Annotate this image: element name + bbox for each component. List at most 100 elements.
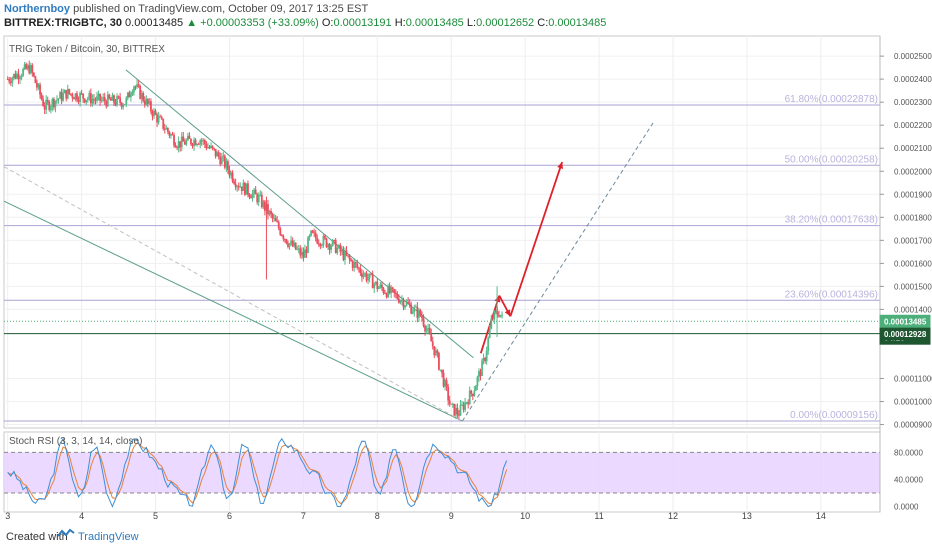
candle-body [193,139,195,147]
candle-body [183,141,186,145]
candle-body [353,262,356,268]
candle-body [8,79,11,82]
candle-body [197,144,200,145]
candle-body [354,262,357,264]
candle-body [28,65,31,74]
candle-body [97,93,100,97]
candle-body [126,92,129,99]
stoch-d-line [7,442,508,505]
publish-info: published on TradingView.com, October 09… [73,3,369,15]
candle-body [228,169,231,176]
candle-body [282,235,285,240]
candle-body [299,248,302,256]
candle-body [348,255,351,260]
low-label: L: [466,17,477,29]
candle-body [330,245,333,250]
trendline-lower [3,200,463,422]
candle-body [217,152,220,157]
candle-body [227,161,229,170]
candle-body [222,155,225,157]
candle-body [365,273,368,281]
candle-body [122,105,125,108]
candle-body [148,101,151,104]
candle-body [99,93,102,101]
candle-body [170,134,172,136]
candle-body [390,287,393,294]
x-tick-label: 5 [153,511,158,520]
price-tag-box [879,314,931,328]
candle-body [431,341,434,347]
candle-body [427,327,430,330]
symbol-label: BITTREX:TRIGBTC, 30 [4,17,122,29]
candle-body [140,93,143,99]
x-tick-label: 8 [375,511,380,520]
candle-body [223,155,226,168]
x-tick-label: 6 [227,511,232,520]
candle-body [74,93,77,100]
candle-body [371,274,374,289]
candle-body [433,346,436,356]
candle-body [106,94,109,107]
candle-body [399,300,402,303]
tradingview-brand[interactable]: TradingView [78,531,139,543]
candle-body [461,404,463,406]
candle-body [219,156,222,165]
candle-body [361,273,363,278]
last-price: 0.00013485 [125,17,184,29]
close-value: 0.00013485 [548,17,607,29]
candle-body [239,186,242,188]
candle-body [111,95,114,101]
candle-body [490,318,493,329]
candle-body [401,299,403,301]
trend-drawings [3,69,655,422]
candle-body [154,110,157,115]
candle-body [103,97,106,102]
candle-body [199,140,202,145]
candle-body [11,77,14,83]
candle-body [220,156,223,165]
candle-body [25,64,28,69]
candle-body [327,244,329,248]
candle-body [51,98,54,107]
x-tick-label: 12 [668,511,678,520]
candle-body [342,249,345,260]
candle-body [136,84,138,87]
candle-body [336,247,339,253]
candle-body [88,93,91,99]
candle-body [173,135,175,146]
candle-body [287,243,289,247]
candle-body [166,127,169,132]
tradingview-logo-icon[interactable] [57,528,75,540]
candle-body [422,318,425,326]
candle-body [250,196,252,199]
candle-body [468,390,471,405]
candle-body [441,369,443,373]
chart-header: Northernboy published on TradingView.com… [0,0,932,32]
candle-body [405,301,408,306]
candle-body [157,116,160,123]
candle-body [76,93,78,101]
candle-body [310,230,312,236]
candle-body [49,106,52,110]
fib-label: 0.00%(0.00009156) [790,410,878,421]
candle-body [411,311,414,314]
candle-body [267,204,269,215]
candle-body [308,235,311,238]
candle-body [60,92,63,101]
chart-canvas[interactable]: 61.80%(0.00022878) 50.00%(0.00020258) 38.2… [0,0,932,520]
candle-body [69,93,72,95]
candle-body [256,194,259,203]
projection-dashed-line [461,120,655,422]
candle-body [499,315,502,317]
candle-body [29,65,32,74]
candle-body [444,380,446,387]
candle-body [279,228,282,235]
candle-body [63,90,66,94]
candle-body [351,261,354,268]
author-link[interactable]: Northernboy [4,3,70,15]
candle-body [105,101,108,107]
